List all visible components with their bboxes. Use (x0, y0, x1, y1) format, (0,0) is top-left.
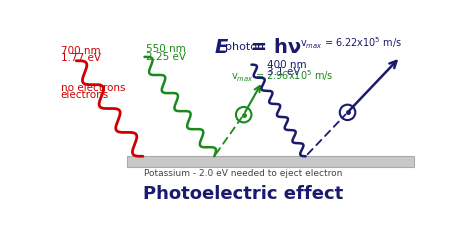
Text: 700 nm: 700 nm (61, 46, 100, 56)
Text: = hν: = hν (244, 38, 301, 57)
Bar (128, 156, 414, 167)
Text: electrons: electrons (61, 91, 109, 100)
Text: no electrons: no electrons (61, 83, 125, 93)
Text: 3.1 eV: 3.1 eV (267, 67, 301, 77)
Text: v$_{max}$ = 6.22x10$^5$ m/s: v$_{max}$ = 6.22x10$^5$ m/s (300, 35, 401, 51)
Text: photon: photon (225, 41, 264, 51)
Text: 400 nm: 400 nm (267, 60, 307, 70)
Text: Photoelectric effect: Photoelectric effect (143, 185, 343, 203)
Text: 2.25 eV: 2.25 eV (146, 52, 186, 62)
Text: v$_{max}$ = 2.96x10$^5$ m/s: v$_{max}$ = 2.96x10$^5$ m/s (231, 68, 334, 84)
Text: 1.77 eV: 1.77 eV (61, 54, 101, 64)
Text: E: E (214, 38, 228, 57)
Text: Potassium - 2.0 eV needed to eject electron: Potassium - 2.0 eV needed to eject elect… (144, 169, 342, 178)
Text: 550 nm: 550 nm (146, 44, 186, 54)
